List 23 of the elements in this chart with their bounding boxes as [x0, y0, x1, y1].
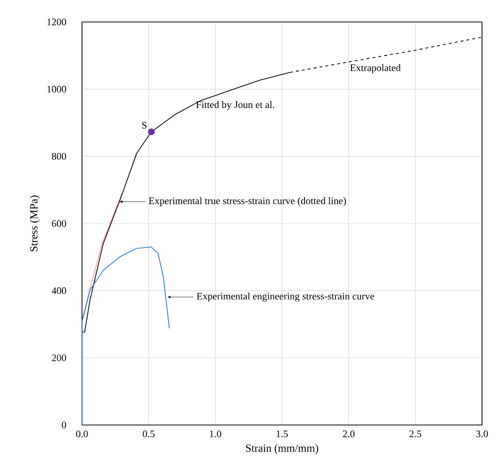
x-tick-label: 0.0	[76, 430, 88, 438]
x-tick-label: 1.0	[210, 430, 222, 438]
y-axis-title: Stress (MPa)	[30, 196, 40, 252]
y-tick-label: 1200	[47, 18, 66, 26]
x-tick-label: 2.5	[410, 430, 422, 438]
y-tick-label: 600	[52, 220, 66, 227]
y-tick-label: 800	[52, 152, 66, 160]
x-tick-label: 2.0	[342, 430, 355, 438]
x-tick-label: 3.0	[476, 430, 488, 438]
y-tick-label: 1000	[47, 86, 66, 93]
y-tick-label: 200	[52, 354, 66, 362]
annotation: Extrapolated	[350, 64, 401, 74]
x-tick-label: 0.5	[142, 430, 155, 438]
annotation: S	[142, 122, 147, 129]
annotation: Experimental engineering stress-strain curve	[196, 292, 374, 302]
y-tick-label: 0	[62, 422, 66, 428]
y-tick-label: 400	[52, 287, 66, 294]
line-series	[82, 246, 170, 426]
line-series	[82, 192, 122, 322]
x-tick-label: 1.5	[276, 430, 288, 438]
annotation: Fitted by Joun et al.	[196, 101, 274, 110]
x-axis-title: Strain (mm/mm)	[246, 444, 318, 454]
annotation: Experimental true stress-strain curve (dotted line)	[148, 197, 346, 206]
